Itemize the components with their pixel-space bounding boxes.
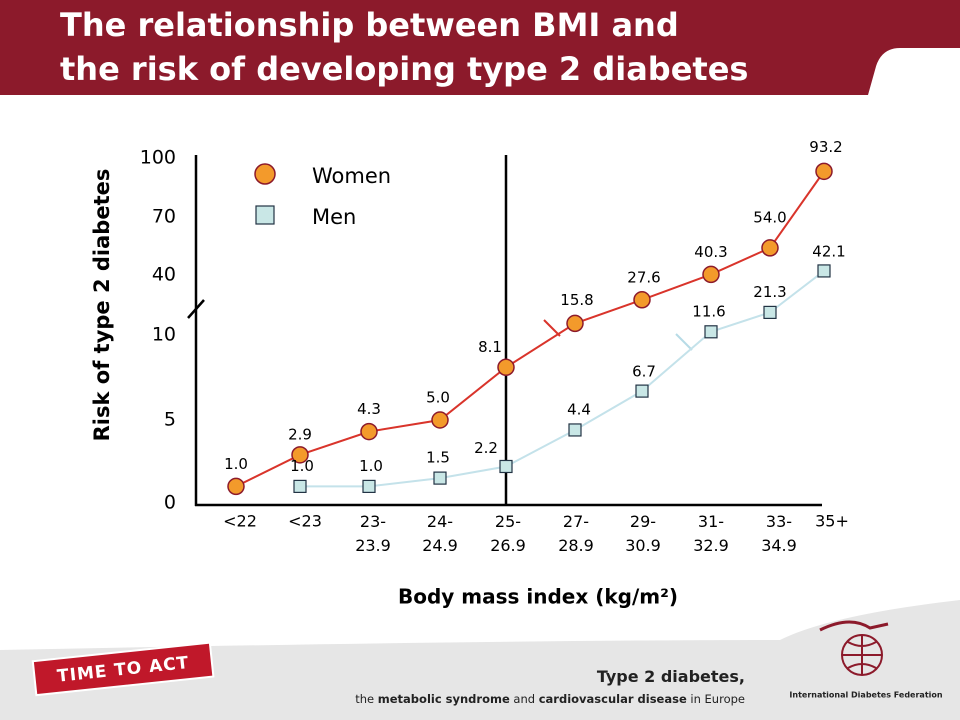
org-name: International Diabetes Federation bbox=[789, 691, 943, 700]
footer-title: Type 2 diabetes, bbox=[597, 667, 745, 686]
value-label: 8.1 bbox=[478, 338, 502, 356]
marker bbox=[227, 477, 245, 496]
marker bbox=[360, 422, 378, 441]
value-label: 93.2 bbox=[809, 138, 842, 156]
title-band bbox=[0, 0, 960, 95]
legend-marker bbox=[255, 205, 275, 225]
title: The relationship between BMI and bbox=[60, 6, 679, 44]
y-tick-label: 100 bbox=[140, 147, 176, 169]
value-label: 11.6 bbox=[692, 302, 725, 320]
x-tick-label: 27-28.9 bbox=[558, 512, 594, 555]
marker bbox=[635, 384, 649, 398]
legend-label: Women bbox=[312, 164, 391, 188]
y-tick-label: 5 bbox=[164, 409, 176, 431]
x-tick-label: 33-34.9 bbox=[761, 512, 797, 555]
x-tick-label: 35+ bbox=[815, 512, 849, 531]
value-label: 2.2 bbox=[474, 439, 498, 457]
footer-text: in Europe bbox=[687, 692, 745, 706]
marker bbox=[817, 264, 831, 278]
value-label: 21.3 bbox=[753, 283, 786, 301]
x-tick-label: 31-32.9 bbox=[693, 512, 729, 555]
marker bbox=[568, 423, 582, 437]
marker bbox=[499, 459, 513, 474]
badge-box bbox=[31, 641, 215, 697]
legend-label: Men bbox=[312, 205, 356, 229]
footer-text: cardiovascular disease bbox=[539, 692, 687, 706]
marker bbox=[362, 479, 376, 493]
x-tick-label: 29-30.9 bbox=[625, 512, 661, 555]
footer-text: metabolic syndrome bbox=[378, 692, 510, 706]
footer-subtitle: the metabolic syndrome and cardiovascula… bbox=[355, 692, 745, 706]
x-tick-label: <23 bbox=[288, 512, 322, 531]
marker bbox=[293, 479, 307, 493]
footer-title-text: Type 2 diabetes, bbox=[597, 667, 745, 686]
value-label: 4.3 bbox=[357, 400, 381, 418]
y-axis-label: Risk of type 2 diabetes bbox=[90, 169, 114, 442]
title: the risk of developing type 2 diabetes bbox=[60, 50, 748, 88]
marker bbox=[433, 471, 447, 485]
footer-band bbox=[0, 600, 960, 720]
value-label: 15.8 bbox=[560, 291, 593, 309]
axis-break bbox=[187, 299, 205, 319]
plot bbox=[187, 155, 822, 507]
value-label: 54.0 bbox=[753, 208, 786, 226]
marker bbox=[291, 446, 309, 464]
y-tick-label: 0 bbox=[164, 492, 176, 514]
footer-text: the bbox=[355, 692, 378, 706]
marker bbox=[704, 325, 718, 339]
legend-marker bbox=[254, 163, 276, 185]
value-label: 1.0 bbox=[359, 457, 383, 475]
x-tick-label: <22 bbox=[223, 512, 257, 531]
marker bbox=[566, 314, 584, 333]
value-label: 1.5 bbox=[426, 449, 450, 467]
x-tick-label: 25-26.9 bbox=[490, 512, 526, 555]
y-tick-label: 10 bbox=[152, 324, 176, 346]
marker bbox=[702, 265, 720, 284]
x-tick-label: 23-23.9 bbox=[355, 512, 391, 555]
scale-break bbox=[675, 333, 693, 351]
series-line bbox=[235, 170, 825, 488]
footer-text: and bbox=[510, 692, 539, 706]
value-label: 1.0 bbox=[290, 457, 314, 475]
marker bbox=[763, 305, 777, 319]
value-label: 5.0 bbox=[426, 389, 450, 407]
value-label: 6.7 bbox=[632, 363, 656, 381]
value-label: 1.0 bbox=[224, 455, 248, 473]
marker bbox=[633, 291, 651, 309]
y-tick-label: 70 bbox=[152, 206, 176, 228]
x-tick-label: 24-24.9 bbox=[422, 512, 458, 555]
y-tick-label: 40 bbox=[152, 264, 176, 286]
value-label: 2.9 bbox=[288, 425, 312, 443]
scale-break bbox=[543, 319, 561, 337]
value-label: 27.6 bbox=[627, 268, 660, 286]
marker bbox=[497, 358, 515, 377]
logo bbox=[819, 620, 889, 676]
marker bbox=[431, 411, 449, 429]
x-axis-label: Body mass index (kg/m²) bbox=[398, 585, 678, 609]
marker bbox=[761, 239, 779, 257]
value-label: 4.4 bbox=[567, 400, 591, 418]
marker bbox=[815, 162, 833, 181]
value-label: 42.1 bbox=[812, 242, 845, 260]
value-label: 40.3 bbox=[694, 243, 727, 261]
badge: TIME TO ACT bbox=[31, 641, 215, 697]
